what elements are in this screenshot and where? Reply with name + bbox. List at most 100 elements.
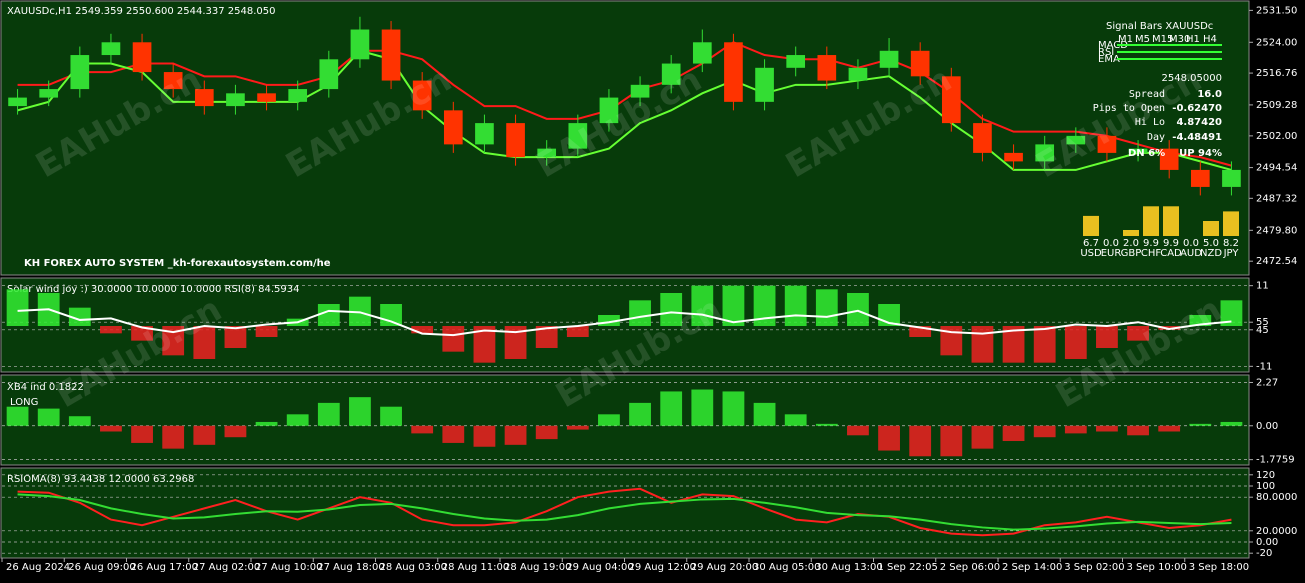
y-tick-label: 45 xyxy=(1256,325,1269,336)
candle-body xyxy=(226,93,245,107)
histogram-bar xyxy=(68,307,91,326)
histogram-bar xyxy=(847,425,869,436)
panel-title: XB4 ind 0.1822 xyxy=(7,382,84,393)
histogram-bar xyxy=(1033,425,1056,438)
histogram-bar xyxy=(909,425,932,457)
histogram-bar xyxy=(660,391,683,426)
histogram-bar xyxy=(442,425,465,443)
histogram-bar xyxy=(255,421,278,426)
y-tick-label: 2494.54 xyxy=(1256,163,1297,174)
strength-value: 2.0 xyxy=(1123,238,1139,249)
histogram-bar xyxy=(162,425,185,449)
y-tick-label: 120 xyxy=(1256,470,1275,481)
histogram-bar xyxy=(224,425,247,438)
histogram-bar xyxy=(162,326,185,356)
currency-label: CHF xyxy=(1141,248,1162,259)
candle-body xyxy=(8,97,27,107)
y-tick-label: 2502.00 xyxy=(1256,131,1297,142)
histogram-bar xyxy=(473,326,496,363)
strength-bar xyxy=(1163,206,1179,236)
timeframe-label: H4 xyxy=(1203,34,1217,45)
histogram-bar xyxy=(1127,326,1149,341)
histogram-bar xyxy=(68,416,91,426)
currency-label: NZD xyxy=(1200,248,1222,259)
strength-value: 9.9 xyxy=(1143,238,1159,249)
candle-body xyxy=(412,80,432,111)
histogram-bar xyxy=(535,425,558,440)
currency-label: GBP xyxy=(1121,248,1142,259)
histogram-bar xyxy=(286,414,309,426)
histogram-bar xyxy=(1220,421,1243,426)
indicator-line xyxy=(17,41,1232,167)
candle-body xyxy=(1159,148,1179,170)
x-tick-label: 29 Aug 12:00 xyxy=(629,562,696,573)
candle-body xyxy=(941,76,961,124)
candle-body xyxy=(817,55,837,81)
timeframe-label: M5 xyxy=(1135,34,1150,45)
histogram-bar xyxy=(100,326,122,334)
candle-body xyxy=(70,55,90,90)
x-tick-label: 28 Aug 11:00 xyxy=(442,562,509,573)
currency-label: EUR xyxy=(1101,248,1122,259)
candle-body xyxy=(786,55,806,68)
info-value: 16.0 xyxy=(1197,89,1222,100)
histogram-bar xyxy=(971,326,994,363)
candle-body xyxy=(755,67,774,102)
price-panel xyxy=(0,0,1250,276)
timeframe-label: H1 xyxy=(1186,34,1200,45)
indicator-label: RSI xyxy=(1098,47,1114,58)
candle-body xyxy=(443,110,463,145)
y-tick-label: 2531.50 xyxy=(1256,5,1297,16)
y-tick-label: 2.27 xyxy=(1256,377,1278,388)
histogram-bar xyxy=(349,296,371,326)
xb4-panel xyxy=(0,374,1250,466)
timeframe-label: M15 xyxy=(1152,34,1173,45)
candle-body xyxy=(350,29,370,60)
candle-body xyxy=(724,42,743,102)
histogram-bar xyxy=(131,425,153,443)
indicator-label: EMA xyxy=(1098,54,1120,65)
histogram-bar xyxy=(847,293,869,326)
y-tick-label: 100 xyxy=(1256,481,1275,492)
histogram-bar xyxy=(660,293,683,326)
x-tick-label: 29 Aug 20:00 xyxy=(691,562,758,573)
info-label: Spread xyxy=(1129,89,1165,100)
histogram-bar xyxy=(598,315,620,326)
histogram-bar xyxy=(37,408,60,426)
y-tick-label: 2487.32 xyxy=(1256,193,1297,204)
currency-label: USD xyxy=(1080,248,1102,259)
y-tick-label: 0.00 xyxy=(1256,421,1278,432)
indicator-line xyxy=(17,493,1232,531)
histogram-bar xyxy=(100,425,122,432)
histogram-bar xyxy=(1127,425,1149,436)
candle-body xyxy=(1190,169,1210,187)
panel-title: Solar wind joy :) 30.0000 10.0000 10.000… xyxy=(7,284,299,295)
strength-value: 5.0 xyxy=(1203,238,1219,249)
x-tick-label: 3 Sep 18:00 xyxy=(1189,562,1249,573)
x-tick-label: 28 Aug 19:00 xyxy=(504,562,571,573)
histogram-bar xyxy=(317,402,340,426)
histogram-bar xyxy=(1033,326,1056,363)
histogram-bar xyxy=(1002,425,1025,442)
y-tick-label: 80.0000 xyxy=(1256,492,1297,503)
info-label: Pips to Open xyxy=(1093,103,1165,114)
histogram-bar xyxy=(1158,326,1181,330)
x-tick-label: 2 Sep 14:00 xyxy=(1002,562,1062,573)
candle-body xyxy=(506,123,525,158)
candle-body xyxy=(1004,152,1023,162)
x-tick-label: 28 Aug 03:00 xyxy=(380,562,447,573)
histogram-bar xyxy=(504,326,527,359)
histogram-bar xyxy=(1096,425,1118,432)
strength-bar xyxy=(1083,215,1099,236)
up-pct: UP 94% xyxy=(1179,148,1222,159)
x-tick-label: 3 Sep 10:00 xyxy=(1127,562,1187,573)
x-tick-label: 26 Aug 2024 xyxy=(6,562,70,573)
x-tick-label: 1 Sep 22:05 xyxy=(878,562,938,573)
rsioma-panel xyxy=(0,467,1250,559)
signal-title: Signal Bars XAUUSDc xyxy=(1106,21,1213,32)
system-banner: KH FOREX AUTO SYSTEM _kh-forexautosystem… xyxy=(24,258,331,269)
candle-body xyxy=(381,29,401,81)
histogram-bar xyxy=(1096,326,1118,348)
candle-body xyxy=(475,123,494,145)
